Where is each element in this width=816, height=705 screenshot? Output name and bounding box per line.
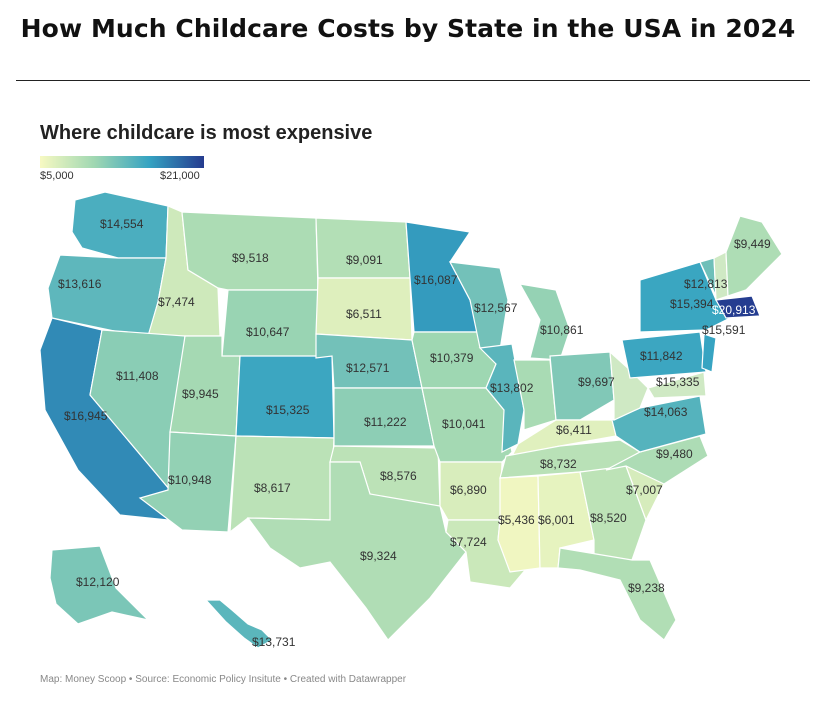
- state-value-label-ME: $9,449: [734, 237, 771, 251]
- state-value-label-SD: $6,511: [346, 307, 382, 321]
- state-WY: [221, 289, 319, 359]
- state-CO: [235, 355, 335, 439]
- state-value-label-SC: $7,007: [626, 483, 663, 497]
- state-MA: [715, 295, 761, 319]
- state-value-label-GA: $8,520: [590, 511, 627, 525]
- state-IN: [513, 359, 557, 431]
- state-value-label-NC: $9,480: [656, 447, 693, 461]
- state-value-label-OK: $8,576: [380, 469, 417, 483]
- state-value-label-AL: $6,001: [538, 513, 575, 527]
- state-value-label-HI: $13,731: [252, 635, 296, 649]
- state-NJ: [701, 333, 717, 373]
- state-value-label-MO: $10,041: [442, 417, 486, 431]
- map-footer-credits: Map: Money Scoop • Source: Economic Poli…: [40, 674, 407, 685]
- state-value-label-MN: $16,087: [414, 273, 458, 287]
- state-value-label-LA: $7,724: [450, 535, 487, 549]
- state-value-label-NJ: $15,591: [702, 323, 746, 337]
- state-value-label-OR: $13,616: [58, 277, 102, 291]
- state-HI: [204, 599, 273, 649]
- state-MI: [518, 283, 571, 361]
- legend-max-label: $21,000: [160, 170, 200, 182]
- state-value-label-MI: $10,861: [540, 323, 584, 337]
- state-value-label-IA: $10,379: [430, 351, 474, 365]
- state-value-label-KS: $11,222: [364, 415, 407, 429]
- state-ME: [725, 215, 783, 297]
- state-value-label-MS: $5,436: [498, 513, 535, 527]
- state-value-label-TX: $9,324: [360, 549, 397, 563]
- state-value-label-AZ: $10,948: [168, 473, 212, 487]
- state-value-label-FL: $9,238: [628, 581, 665, 595]
- state-value-label-WY: $10,647: [246, 325, 290, 339]
- state-TX: [246, 461, 467, 641]
- state-FL: [557, 547, 677, 641]
- state-PA: [621, 331, 707, 379]
- state-ND: [315, 217, 411, 279]
- state-value-label-UT: $9,945: [182, 387, 219, 401]
- state-value-label-ND: $9,091: [346, 253, 383, 267]
- map-title: Where childcare is most expensive: [40, 122, 373, 144]
- title-divider: [16, 80, 810, 81]
- state-value-label-WA: $14,554: [100, 217, 144, 231]
- state-value-label-AR: $6,890: [450, 483, 487, 497]
- state-value-label-OH: $11,842: [640, 349, 683, 363]
- state-MD: [647, 371, 707, 399]
- state-value-label-IL: $13,802: [490, 381, 534, 395]
- state-OH: [549, 351, 615, 421]
- state-value-label-NY: $15,394: [670, 297, 714, 311]
- state-value-label-CO: $15,325: [266, 403, 310, 417]
- state-value-label-NE: $12,571: [346, 361, 390, 375]
- state-value-label-WI: $12,567: [474, 301, 518, 315]
- state-value-label-AK: $12,120: [76, 575, 120, 589]
- state-value-label-VT: $12,813: [684, 277, 728, 291]
- state-AK: [49, 545, 150, 625]
- state-value-label-MA: $20,913: [712, 303, 756, 317]
- state-value-label-ID: $7,474: [158, 295, 195, 309]
- state-value-label-VA: $14,063: [644, 405, 688, 419]
- state-value-label-NV: $11,408: [116, 369, 159, 383]
- state-value-label-MT: $9,518: [232, 251, 269, 265]
- page-title: How Much Childcare Costs by State in the…: [20, 14, 796, 43]
- color-legend-bar: [40, 156, 204, 168]
- legend-min-label: $5,000: [40, 170, 74, 182]
- state-value-label-IN: $9,697: [578, 375, 615, 389]
- state-value-label-KY: $6,411: [556, 423, 592, 437]
- state-value-label-PA: $15,335: [656, 375, 700, 389]
- state-value-label-NM: $8,617: [254, 481, 291, 495]
- state-value-label-CA: $16,945: [64, 409, 108, 423]
- state-value-label-TN: $8,732: [540, 457, 577, 471]
